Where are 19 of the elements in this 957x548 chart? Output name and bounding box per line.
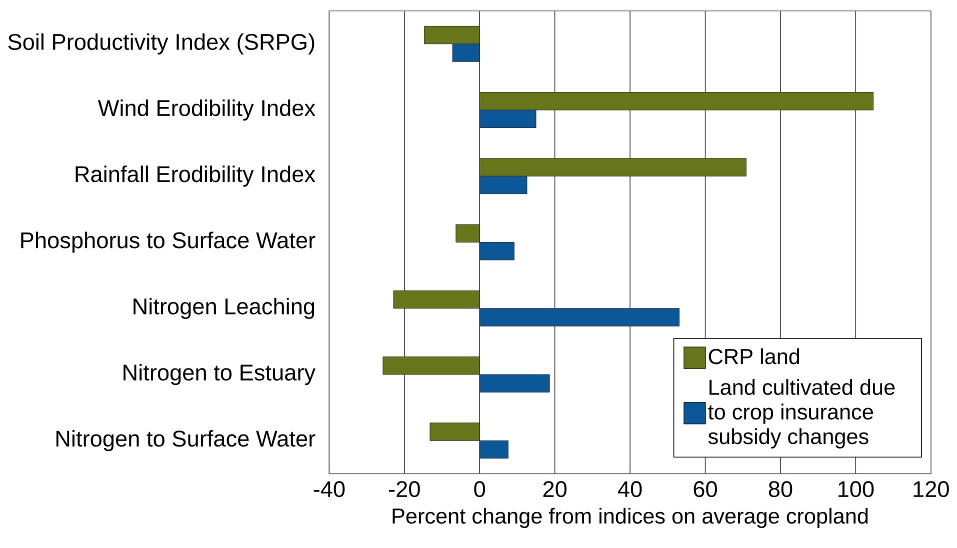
x-tick-label: -20 (389, 481, 420, 498)
y-tick-label: Soil Productivity Index (SRPG) (8, 34, 314, 55)
y-tick-label: Wind Erodibility Index (98, 100, 316, 121)
legend-label: CRP land (708, 348, 800, 364)
y-tick-label: Nitrogen Leaching (134, 298, 314, 320)
x-tick-label: 40 (618, 481, 642, 498)
x-axis-title: Percent change from indices on average cropland (392, 508, 868, 528)
x-tick-label: 20 (543, 481, 567, 498)
y-tick-label: Nitrogen to Estuary (124, 364, 316, 386)
x-tick-label: 120 (914, 481, 949, 498)
x-tick-label: -40 (314, 481, 345, 498)
y-tick-label: Phosphorus to Surface Water (21, 232, 316, 254)
x-tick-label: 80 (768, 481, 792, 498)
y-tick-label: Rainfall Erodibility Index (76, 166, 316, 187)
x-tick-label: 60 (694, 481, 717, 498)
x-tick-label: 0 (474, 481, 486, 498)
y-tick-label: Nitrogen to Surface Water (56, 430, 316, 452)
legend-label: Land cultivated due to crop insurance subsidy changes (708, 379, 895, 449)
x-tick-label: 100 (838, 481, 874, 498)
